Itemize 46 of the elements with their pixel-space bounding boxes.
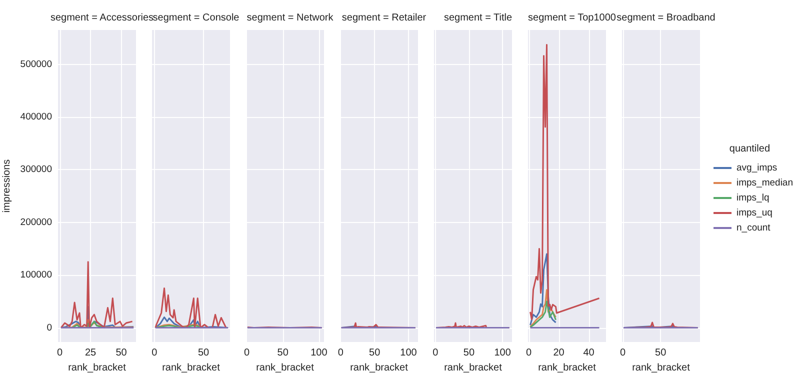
y-tick-label: 300000	[20, 164, 52, 176]
x-tick-label: 50	[116, 348, 128, 358]
chart-title: segment = Accessories	[50, 12, 154, 24]
chart-title: segment = Network	[246, 12, 334, 24]
chart-title: segment = Broadband	[616, 12, 716, 24]
chart-title: segment = Console	[152, 12, 240, 24]
x-tick-label: 50	[198, 348, 210, 358]
y-axis-title: impressions	[2, 159, 12, 213]
legend-label: imps_lq	[736, 192, 770, 204]
x-axis-title: rank_bracket	[68, 362, 126, 374]
x-tick-label: 100	[400, 348, 418, 358]
y-tick-label: 0	[46, 322, 52, 334]
x-tick-label: 0	[244, 348, 250, 358]
legend-label: imps_uq	[736, 208, 772, 218]
x-tick-label: 25	[84, 348, 97, 358]
x-axis-title: rank_bracket	[350, 362, 408, 374]
chart-title: segment = Title	[444, 12, 512, 24]
x-tick-label: 40	[583, 348, 595, 358]
x-axis-title: rank_bracket	[256, 362, 314, 374]
x-tick-label: 50	[369, 348, 381, 358]
legend-label: n_count	[736, 222, 771, 234]
x-tick-label: 50	[655, 348, 667, 358]
y-tick-label: 200000	[20, 216, 52, 228]
legend-label: imps_median	[736, 178, 793, 188]
x-axis-title: rank_bracket	[538, 362, 596, 374]
y-tick-label: 500000	[20, 58, 52, 70]
x-tick-label: 50	[277, 348, 289, 358]
x-axis-title: rank_bracket	[162, 362, 220, 374]
x-tick-label: 20	[553, 348, 565, 358]
x-tick-label: 0	[338, 348, 344, 358]
x-tick-label: 0	[432, 348, 439, 358]
x-tick-label: 0	[152, 348, 158, 358]
chart-title: segment = Retailer	[342, 12, 427, 24]
x-tick-label: 0	[526, 348, 532, 358]
y-tick-label: 100000	[20, 270, 52, 281]
x-tick-label: 100	[310, 348, 328, 358]
chart-title: segment = Top1000	[528, 12, 616, 24]
x-axis-title: rank_bracket	[444, 362, 502, 374]
x-tick-label: 50	[463, 348, 475, 358]
y-tick-label: 400000	[20, 111, 52, 122]
x-tick-label: 0	[620, 348, 626, 358]
x-tick-label: 100	[494, 348, 512, 358]
x-axis-title: rank_bracket	[632, 362, 690, 374]
legend-title: quantiled	[729, 144, 770, 154]
legend-label: avg_imps	[736, 162, 778, 174]
x-tick-label: 0	[57, 348, 64, 358]
